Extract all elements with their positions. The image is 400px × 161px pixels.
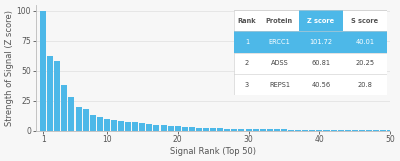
Bar xyxy=(316,130,322,131)
Bar xyxy=(196,128,202,131)
Bar xyxy=(175,126,181,131)
Bar xyxy=(359,130,365,131)
Bar xyxy=(54,61,60,131)
Bar xyxy=(309,130,315,131)
Bar xyxy=(189,127,195,131)
Bar xyxy=(295,130,301,131)
Bar xyxy=(274,129,280,131)
Bar xyxy=(182,127,188,131)
Bar xyxy=(246,129,252,131)
Bar xyxy=(132,122,138,131)
Bar xyxy=(267,129,273,131)
Bar xyxy=(288,130,294,131)
Bar xyxy=(90,115,96,131)
Bar xyxy=(281,129,287,131)
Bar xyxy=(146,124,152,131)
Bar xyxy=(238,129,244,131)
Bar xyxy=(203,128,209,131)
Bar xyxy=(61,85,67,131)
Bar xyxy=(345,130,351,131)
Bar xyxy=(104,118,110,131)
Bar xyxy=(373,130,379,131)
Bar xyxy=(160,125,166,131)
Bar xyxy=(224,129,230,131)
Bar xyxy=(352,130,358,131)
Bar xyxy=(125,122,131,131)
Bar xyxy=(366,130,372,131)
Y-axis label: Strength of Signal (Z score): Strength of Signal (Z score) xyxy=(5,10,14,126)
Bar xyxy=(380,130,386,131)
Bar xyxy=(139,123,145,131)
Bar xyxy=(154,124,160,131)
Bar xyxy=(118,121,124,131)
Bar xyxy=(168,126,174,131)
Bar xyxy=(302,130,308,131)
Bar xyxy=(231,129,237,131)
Bar xyxy=(324,130,330,131)
Bar xyxy=(40,11,46,131)
Bar xyxy=(338,130,344,131)
Bar xyxy=(47,56,53,131)
Bar xyxy=(111,120,117,131)
Bar xyxy=(76,107,82,131)
Bar xyxy=(68,97,74,131)
Bar xyxy=(330,130,336,131)
Bar xyxy=(253,129,259,131)
Bar xyxy=(97,117,103,131)
Bar xyxy=(82,109,89,131)
Bar xyxy=(217,128,223,131)
Bar xyxy=(210,128,216,131)
X-axis label: Signal Rank (Top 50): Signal Rank (Top 50) xyxy=(170,147,256,156)
Bar xyxy=(387,130,393,131)
Bar xyxy=(260,129,266,131)
